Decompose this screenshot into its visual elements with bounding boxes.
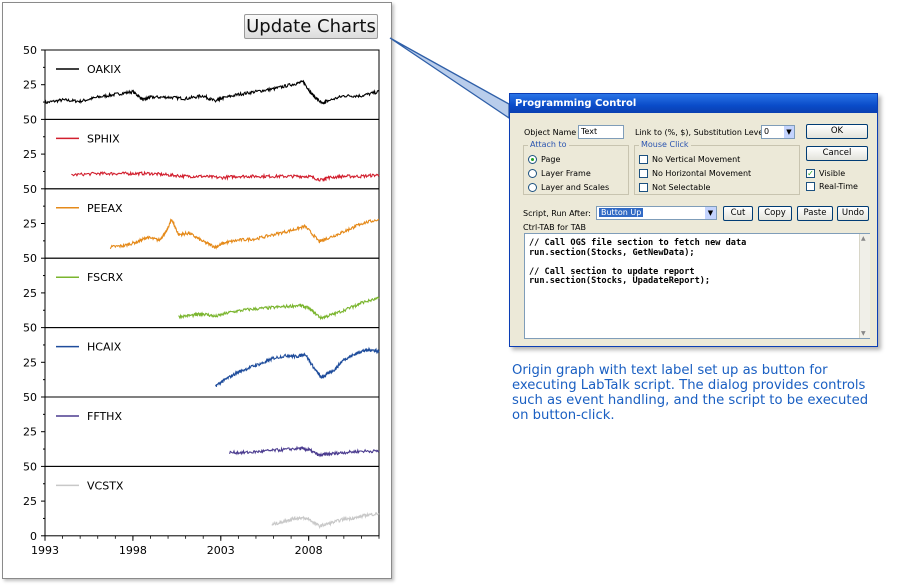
- real-time-label: Real-Time: [819, 182, 858, 191]
- series-line-ffthx: [229, 445, 380, 458]
- y-tick-label: 25: [23, 426, 37, 439]
- programming-control-dialog: Programming Control Object Name Text Lin…: [509, 93, 878, 347]
- series-line-fscrx: [178, 296, 380, 321]
- script-scrollbar[interactable]: ▲ ▼: [859, 234, 870, 338]
- y-tick-label: 50: [23, 252, 37, 265]
- series-line-vcstx: [271, 511, 380, 530]
- substitution-level-value: 0: [764, 127, 770, 136]
- attach-layer-frame-radio[interactable]: [528, 169, 537, 178]
- y-tick-label: 25: [23, 495, 37, 508]
- x-tick-label: 2003: [207, 544, 235, 557]
- legend-label: HCAIX: [87, 341, 122, 354]
- attach-page-radio[interactable]: [528, 155, 537, 164]
- script-editor[interactable]: // Call OGS file section to fetch new da…: [524, 233, 870, 339]
- attach-to-group: [523, 145, 629, 195]
- visible-checkbox[interactable]: ✓: [806, 169, 815, 178]
- dialog-title: Programming Control: [510, 94, 877, 113]
- graph-window: [2, 2, 392, 579]
- attach-layer-frame-label: Layer Frame: [541, 169, 591, 178]
- legend-label: SPHIX: [87, 132, 120, 145]
- ctrl-tab-hint: Ctrl-TAB for TAB: [523, 223, 586, 232]
- y-tick-label: 25: [23, 287, 37, 300]
- attach-page-label: Page: [541, 155, 561, 164]
- script-run-after-label: Script, Run After:: [523, 209, 591, 218]
- x-tick-label: 1993: [31, 544, 59, 557]
- undo-button[interactable]: Undo: [837, 206, 869, 221]
- checkmark-icon: ✓: [807, 169, 814, 178]
- y-tick-label: 25: [23, 79, 37, 92]
- y-tick-label: 50: [23, 183, 37, 196]
- paste-button[interactable]: Paste: [797, 206, 833, 221]
- not-selectable-label: Not Selectable: [652, 183, 711, 192]
- cancel-button[interactable]: Cancel: [806, 146, 868, 161]
- y-tick-label: 25: [23, 218, 37, 231]
- y-tick-label: 25: [23, 148, 37, 161]
- script-line: // Call section to update report: [529, 266, 695, 277]
- x-tick-label: 2008: [295, 544, 323, 557]
- legend-label: FFTHX: [87, 410, 122, 423]
- attach-layer-scales-radio[interactable]: [528, 183, 537, 192]
- run-after-select[interactable]: Button Up ▼: [596, 206, 717, 220]
- real-time-checkbox[interactable]: [806, 182, 815, 191]
- ok-button[interactable]: OK: [806, 124, 868, 139]
- y-tick-label: 50: [23, 391, 37, 404]
- attach-to-label: Attach to: [528, 140, 569, 149]
- run-after-value: Button Up: [599, 208, 644, 217]
- series-line-sphix: [71, 170, 380, 182]
- update-charts-button[interactable]: Update Charts: [244, 14, 378, 39]
- series-line-oakix: [44, 79, 380, 105]
- mouse-click-group: [634, 145, 800, 195]
- object-name-label: Object Name: [524, 128, 577, 137]
- chevron-down-icon[interactable]: ▼: [705, 207, 716, 219]
- x-tick-label: 1998: [119, 544, 147, 557]
- link-to-label: Link to (%, $), Substitution Level: [635, 128, 766, 137]
- object-name-input[interactable]: Text: [578, 125, 624, 139]
- legend-label: FSCRX: [87, 271, 123, 284]
- no-vertical-movement-checkbox[interactable]: [639, 155, 648, 164]
- no-vertical-movement-label: No Vertical Movement: [652, 155, 741, 164]
- scroll-up-icon[interactable]: ▲: [861, 235, 866, 242]
- visible-label: Visible: [819, 169, 846, 178]
- copy-button[interactable]: Copy: [758, 206, 792, 221]
- script-line: run.section(Stocks, UpadateReport);: [529, 276, 711, 286]
- series-line-peeax: [109, 218, 380, 250]
- series-line-hcaix: [215, 346, 380, 387]
- legend-label: OAKIX: [87, 63, 121, 76]
- scroll-down-icon[interactable]: ▼: [861, 330, 866, 337]
- y-tick-label: 50: [23, 460, 37, 473]
- no-horizontal-movement-label: No Horizontal Movement: [652, 169, 752, 178]
- substitution-level-select[interactable]: 0 ▼: [761, 125, 795, 139]
- script-line: // Call OGS file section to fetch new da…: [529, 238, 747, 248]
- chevron-down-icon[interactable]: ▼: [784, 126, 794, 138]
- mouse-click-label: Mouse Click: [639, 140, 691, 149]
- legend-label: PEEAX: [87, 202, 123, 215]
- y-tick-label: 50: [23, 44, 37, 57]
- not-selectable-checkbox[interactable]: [639, 183, 648, 192]
- y-tick-label: 25: [23, 356, 37, 369]
- figure-caption: Origin graph with text label set up as b…: [512, 363, 869, 423]
- y-tick-label: 0: [30, 530, 37, 543]
- cut-button[interactable]: Cut: [723, 206, 753, 221]
- y-tick-label: 50: [23, 113, 37, 126]
- y-tick-label: 50: [23, 322, 37, 335]
- no-horizontal-movement-checkbox[interactable]: [639, 169, 648, 178]
- legend-label: VCSTX: [87, 479, 124, 492]
- callout-wedge: [389, 37, 510, 120]
- attach-layer-scales-label: Layer and Scales: [541, 183, 610, 192]
- script-line: run.section(Stocks, GetNewData);: [529, 247, 695, 258]
